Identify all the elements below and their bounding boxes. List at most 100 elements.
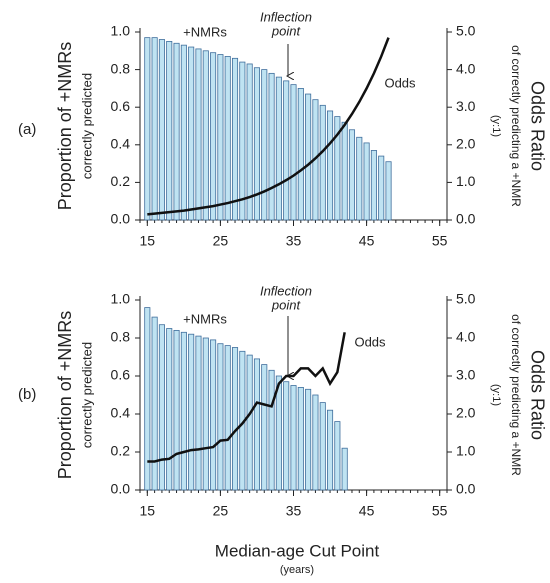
bar — [327, 409, 334, 491]
bar — [231, 347, 239, 491]
odds-line — [147, 332, 346, 463]
bar — [210, 339, 217, 491]
x-tick-label: 55 — [432, 233, 448, 249]
bar — [275, 76, 282, 221]
x-tick-label: 25 — [213, 503, 229, 519]
y2-axis-subtitle: of correctly predicting a +NMR — [509, 45, 523, 207]
bar — [195, 335, 202, 491]
bar — [224, 345, 231, 491]
bar — [144, 307, 151, 491]
series-label: +NMRs — [183, 311, 227, 326]
bar — [246, 354, 253, 491]
bar — [253, 358, 260, 491]
bar — [246, 63, 253, 221]
x-tick-label: 45 — [359, 503, 375, 519]
bar — [305, 93, 312, 221]
y-tick-label: 0.6 — [111, 367, 131, 383]
x-tick-label: 15 — [140, 503, 156, 519]
y-axis-subtitle: correctly predicted — [79, 342, 94, 448]
bar — [327, 110, 334, 221]
bar — [144, 37, 151, 221]
y2-tick-label: 0.0 — [456, 211, 476, 227]
y2-axis-subtitle: of correctly predicting a +NMR — [509, 314, 523, 476]
bar — [305, 388, 312, 491]
bar — [188, 46, 195, 221]
bar — [275, 375, 282, 491]
x-tick-label: 45 — [359, 233, 375, 249]
y-tick-label: 0.0 — [111, 211, 131, 227]
series-label: Odds — [384, 75, 416, 90]
bar — [158, 324, 165, 491]
annotation: point — [271, 23, 302, 38]
bar — [334, 116, 341, 221]
bar — [290, 84, 297, 221]
bar — [180, 44, 187, 221]
panel-label: (a) — [18, 121, 36, 138]
bar — [297, 386, 304, 491]
bar — [231, 57, 239, 221]
x-tick-label: 55 — [432, 503, 448, 519]
bar — [173, 329, 180, 491]
bar — [312, 394, 319, 491]
y-tick-label: 0.2 — [111, 443, 131, 459]
bar — [151, 316, 158, 491]
annotation: Inflection — [260, 9, 312, 24]
bar — [188, 333, 195, 491]
y2-tick-label: 4.0 — [456, 60, 476, 76]
y-tick-label: 0.8 — [111, 329, 131, 345]
bar — [283, 381, 290, 491]
series-label: Odds — [354, 334, 386, 349]
x-tick-label: 35 — [286, 233, 302, 249]
y2-axis-unit: (y:1) — [490, 384, 502, 406]
y-axis-title: Proportion of +NMRs — [55, 311, 75, 480]
bar — [151, 37, 158, 221]
bar — [348, 129, 356, 221]
bar — [341, 121, 348, 221]
y2-tick-label: 2.0 — [456, 136, 476, 152]
bar — [370, 150, 377, 221]
x-tick-label: 35 — [286, 503, 302, 519]
y2-axis-unit: (y:1) — [490, 115, 502, 137]
bar — [319, 104, 326, 221]
bar — [158, 39, 165, 221]
bar — [283, 80, 290, 221]
y2-tick-label: 5.0 — [456, 291, 476, 307]
bar — [224, 56, 231, 221]
x-tick-label: 25 — [213, 233, 229, 249]
y2-tick-label: 0.0 — [456, 481, 476, 497]
bar — [217, 54, 224, 221]
bar — [166, 328, 173, 491]
bar — [341, 447, 348, 491]
y2-axis-title: Odds Ratio — [527, 350, 547, 440]
x-axis-unit: (years) — [280, 564, 314, 576]
bar — [319, 402, 326, 491]
y2-tick-label: 1.0 — [456, 173, 476, 189]
bar — [166, 41, 173, 221]
bar — [202, 337, 209, 491]
y2-axis-title: Odds Ratio — [527, 81, 547, 171]
bar — [356, 136, 363, 221]
bar — [180, 331, 187, 491]
bar — [261, 69, 268, 221]
bar — [202, 50, 209, 221]
bar — [334, 421, 341, 491]
y-tick-label: 0.8 — [111, 60, 131, 76]
bar — [217, 343, 224, 491]
series-label: +NMRs — [183, 24, 227, 39]
y2-tick-label: 1.0 — [456, 443, 476, 459]
y-tick-label: 0.0 — [111, 481, 131, 497]
bar — [378, 155, 385, 221]
odds-line — [147, 37, 390, 216]
bar — [173, 42, 180, 221]
bar — [363, 142, 370, 221]
y2-tick-label: 3.0 — [456, 98, 476, 114]
bar — [261, 364, 268, 491]
bar — [385, 161, 392, 221]
annotation: point — [271, 297, 302, 312]
bar — [195, 48, 202, 221]
bar — [290, 385, 297, 491]
y-axis-subtitle: correctly predicted — [79, 73, 94, 179]
y2-tick-label: 2.0 — [456, 405, 476, 421]
x-axis-title: Median-age Cut Point — [215, 541, 380, 560]
y-tick-label: 1.0 — [111, 23, 131, 39]
